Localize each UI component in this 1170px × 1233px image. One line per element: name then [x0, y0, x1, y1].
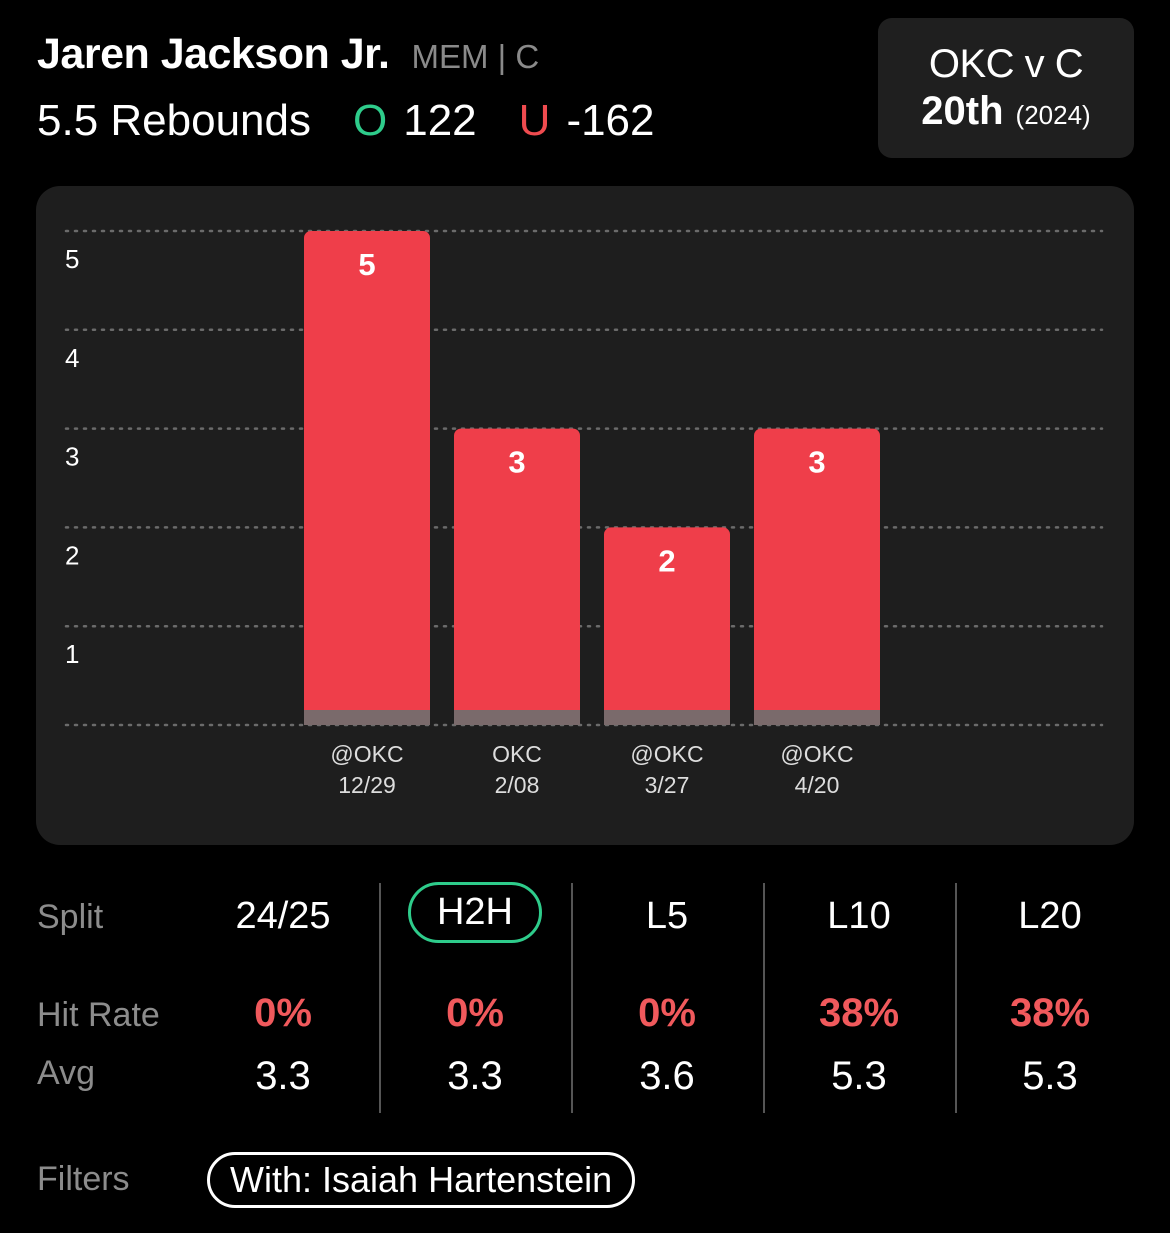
- y-tick-label: 3: [65, 442, 79, 472]
- x-tick-date: 4/20: [795, 772, 840, 798]
- split-label: H2H: [407, 882, 543, 943]
- split-row-label: Split: [37, 898, 104, 936]
- bar: [754, 428, 880, 725]
- hit-rate-value: 38%: [1009, 991, 1091, 1035]
- y-tick-label: 1: [65, 639, 79, 669]
- column-divider: [379, 883, 381, 1113]
- hit-rate-value: 0%: [446, 991, 504, 1035]
- x-tick-date: 12/29: [338, 772, 396, 798]
- bar-value-label: 3: [508, 445, 525, 480]
- splits-table: Split Hit Rate Avg 24/25 0% 3.3 H2H 0% 3.3 L5 0…: [0, 870, 1170, 1120]
- over-odds[interactable]: 122: [403, 96, 477, 145]
- under-indicator[interactable]: U: [518, 96, 551, 145]
- column-divider: [571, 883, 573, 1113]
- avg-value: 3.6: [639, 1054, 695, 1098]
- split-tab-l5[interactable]: L5: [572, 895, 762, 938]
- player-header: Jaren Jackson Jr. MEM | C 5.5 Rebounds O…: [37, 30, 655, 146]
- y-tick-label: 2: [65, 540, 79, 570]
- bar-chart: 1 2 3 4 5 5 @OKC 12/29 3 OKC 2/08 2 @OKC 3/27 3 @OKC 4/2…: [64, 229, 1104, 798]
- split-tab-l10[interactable]: L10: [764, 895, 954, 938]
- x-tick-opponent: @OKC: [630, 741, 703, 767]
- matchup-card[interactable]: OKC v C 20th (2024): [878, 18, 1134, 158]
- market-label: 5.5 Rebounds: [37, 96, 311, 145]
- player-name: Jaren Jackson Jr.: [37, 30, 390, 78]
- hit-rate-value: 0%: [254, 991, 312, 1035]
- matchup-rank: 20th: [921, 89, 1004, 133]
- bar-base: [604, 710, 730, 725]
- x-tick-opponent: @OKC: [330, 741, 403, 767]
- column-divider: [763, 883, 765, 1113]
- split-tab-24-25[interactable]: 24/25: [188, 895, 378, 938]
- chart-card: 1 2 3 4 5 5 @OKC 12/29 3 OKC 2/08 2 @OKC 3/27 3 @OKC 4/2…: [36, 186, 1134, 845]
- hit-rate-row-label: Hit Rate: [37, 996, 160, 1034]
- filters-label: Filters: [37, 1160, 130, 1198]
- x-tick-date: 2/08: [495, 772, 540, 798]
- matchup-year: (2024): [1015, 100, 1091, 130]
- y-tick-label: 5: [65, 244, 79, 274]
- avg-value: 3.3: [255, 1054, 311, 1098]
- x-tick-opponent: OKC: [492, 741, 542, 767]
- split-label: 24/25: [235, 895, 331, 937]
- avg-row-label: Avg: [37, 1054, 95, 1092]
- split-tab-l20[interactable]: L20: [955, 895, 1145, 938]
- column-divider: [955, 883, 957, 1113]
- bar-value-label: 2: [658, 543, 675, 578]
- hit-rate-value: 38%: [818, 991, 900, 1035]
- split-label: L10: [827, 895, 891, 937]
- over-indicator[interactable]: O: [353, 96, 388, 145]
- split-label: L20: [1018, 895, 1082, 937]
- bar: [604, 527, 730, 725]
- bar-base: [754, 710, 880, 725]
- matchup-title: OKC v C: [928, 42, 1084, 86]
- bar-base: [454, 710, 580, 725]
- avg-value: 5.3: [831, 1054, 887, 1098]
- bar: [304, 231, 430, 725]
- avg-value: 3.3: [447, 1054, 503, 1098]
- prop-line: 5.5 Rebounds O 122 U -162: [37, 96, 655, 146]
- x-tick-date: 3/27: [645, 772, 690, 798]
- avg-value: 5.3: [1022, 1054, 1078, 1098]
- player-team-position: MEM | C: [411, 38, 540, 75]
- under-odds[interactable]: -162: [566, 96, 655, 145]
- bar-value-label: 5: [358, 247, 375, 282]
- split-label: L5: [645, 895, 689, 937]
- y-tick-label: 4: [65, 343, 79, 373]
- bar-value-label: 3: [808, 445, 825, 480]
- x-tick-opponent: @OKC: [780, 741, 853, 767]
- bar: [454, 428, 580, 725]
- hit-rate-value: 0%: [638, 991, 696, 1035]
- bar-base: [304, 710, 430, 725]
- filter-chip[interactable]: With: Isaiah Hartenstein: [207, 1152, 636, 1208]
- split-tab-h2h[interactable]: H2H: [380, 882, 570, 943]
